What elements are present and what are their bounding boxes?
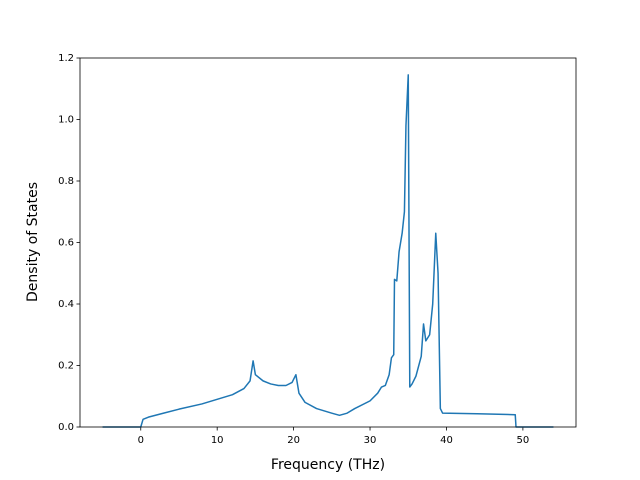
y-tick-label: 0.0 [58, 422, 74, 433]
y-tick-label: 0.2 [58, 361, 74, 372]
x-axis-label: Frequency (THz) [271, 457, 385, 473]
x-tick-label: 30 [364, 435, 377, 446]
data-line [102, 74, 554, 428]
y-axis-label: Density of States [25, 182, 41, 302]
x-tick-label: 0 [138, 435, 144, 446]
y-tick-label: 0.4 [58, 299, 74, 310]
y-tick-label: 1.0 [58, 115, 74, 126]
x-tick-label: 40 [440, 435, 453, 446]
y-tick-label: 1.2 [58, 53, 74, 64]
x-tick-label: 20 [287, 435, 300, 446]
plot-frame [79, 57, 577, 428]
x-tick-label: 10 [211, 435, 224, 446]
x-tick-label: 50 [517, 435, 530, 446]
y-tick-label: 0.6 [58, 238, 74, 249]
y-tick-label: 0.8 [58, 176, 74, 187]
